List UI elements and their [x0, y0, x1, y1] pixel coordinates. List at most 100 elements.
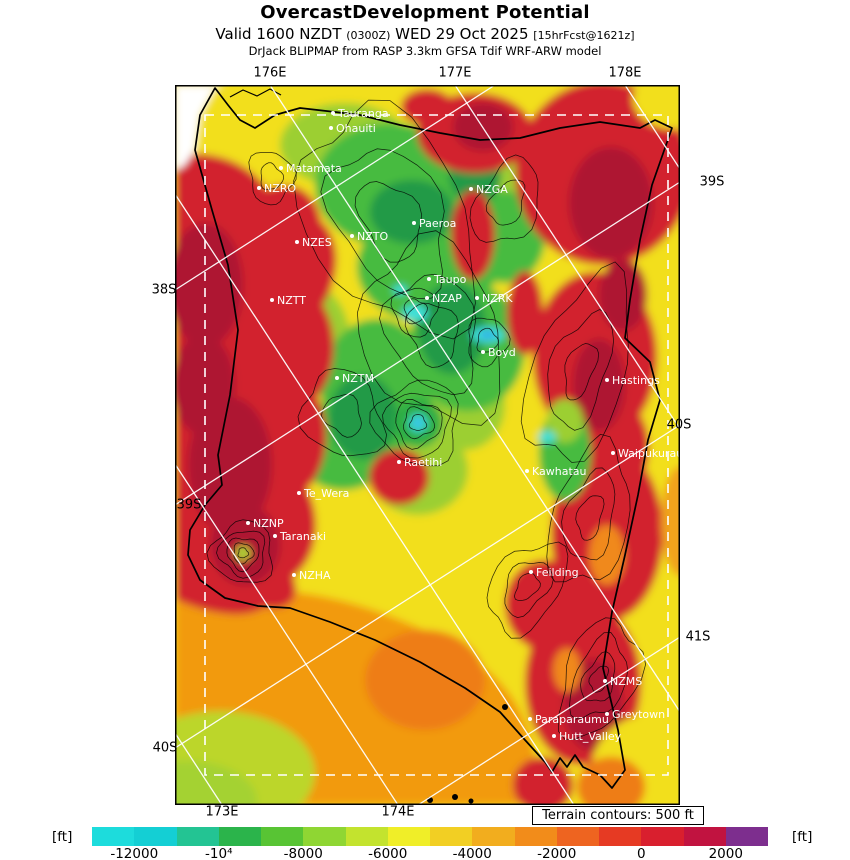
- station-label: NZNP: [253, 517, 284, 530]
- colorbar-segment: [387, 827, 430, 846]
- station-dot: [605, 378, 609, 382]
- terrain-contours: [206, 99, 646, 740]
- terrain-contour: [504, 562, 554, 618]
- terrain-contour: [297, 368, 387, 457]
- legend: [ft] -12000 -10⁴ -8000 -6000 -4000 -2000 0 2000…: [0, 827, 850, 860]
- station-dot: [552, 734, 556, 738]
- station-label: Greytown: [612, 708, 665, 721]
- valid-zulu-time: (0300Z): [346, 28, 391, 42]
- station-dot: [611, 451, 615, 455]
- valid-prefix: Valid 1600 NZDT: [215, 24, 347, 43]
- station-label: NZAP: [432, 292, 462, 305]
- station-label: NZHA: [299, 569, 331, 582]
- island: [468, 798, 474, 804]
- forecast-hour: [15hrFcst@1621z]: [533, 28, 635, 42]
- graticule-label-bottom: 174E: [381, 804, 415, 820]
- station-dot: [329, 126, 333, 130]
- terrain-contour: [354, 181, 423, 263]
- valid-date: WED 29 Oct 2025: [390, 24, 534, 43]
- station-label: Hutt_Valley: [559, 730, 622, 743]
- station-label: Boyd: [488, 346, 516, 359]
- colorbar-tick-label: -6000: [368, 846, 408, 860]
- station-label: Taupo: [433, 273, 467, 286]
- colorbar-tick-label: 0: [636, 846, 646, 860]
- station-label: Tauranga: [337, 107, 389, 120]
- colorbar-tick-label: 2000: [708, 846, 743, 860]
- legend-unit-left: [ft]: [52, 829, 73, 845]
- colorbar-tick-label: -10⁴: [205, 846, 233, 860]
- colorbar-segment: [134, 827, 177, 846]
- station-dot: [529, 570, 533, 574]
- terrain-contour: [237, 547, 250, 559]
- colorbar-segment: [472, 827, 515, 846]
- station-label: NZMS: [610, 675, 642, 688]
- graticule-label-bottom: 173E: [205, 804, 239, 820]
- terrain-contour: [557, 617, 646, 740]
- station-label: Paraparaumu: [535, 713, 609, 726]
- colorbar-segment: [176, 827, 219, 846]
- station-label: Paeroa: [419, 217, 456, 230]
- colorbar-segment: [218, 827, 261, 846]
- terrain-contour: [469, 154, 539, 243]
- station-label: NZTM: [342, 372, 374, 385]
- terrain-contour: [357, 230, 501, 426]
- terrain-contour: [476, 327, 499, 353]
- terrain-contour: [520, 261, 629, 463]
- station-dot: [246, 521, 250, 525]
- colorbar-segment: [92, 827, 135, 846]
- terrain-contour: [402, 406, 436, 440]
- station-dot: [292, 573, 296, 577]
- colorbar-segment: [261, 827, 304, 846]
- station-label: Kawhatau: [532, 465, 587, 478]
- station-dot: [603, 679, 607, 683]
- colorbar-segment: [345, 827, 388, 846]
- station-dot: [397, 460, 401, 464]
- map-panel: Tauranga Ohauiti Matamata NZRO NZGA Paeroa NZT…: [175, 85, 704, 825]
- graticule-label-top: 177E: [438, 65, 472, 81]
- station-dot: [279, 166, 283, 170]
- station-label: NZRK: [482, 292, 513, 305]
- colorbar-segment: [514, 827, 557, 846]
- station-dot: [605, 712, 609, 716]
- station-label: Taranaki: [279, 530, 326, 543]
- colorbar-tick-label: -2000: [537, 846, 577, 860]
- island: [452, 794, 458, 800]
- station-label: Raetihi: [404, 456, 442, 469]
- colorbar-tick-label: -4000: [452, 846, 492, 860]
- terrain-contour: [248, 152, 297, 206]
- graticule-label-left: 38S: [151, 282, 177, 298]
- header: OvercastDevelopment Potential Valid 1600…: [0, 2, 850, 58]
- terrain-contour: [260, 162, 285, 191]
- station-labels: Tauranga Ohauiti Matamata NZRO NZGA Paeroa NZT…: [246, 107, 680, 743]
- terrain-contour: [233, 542, 255, 565]
- graticule-label-right: 39S: [699, 174, 725, 190]
- station-label: Te_Wera: [303, 487, 349, 500]
- station-label: NZGA: [476, 183, 508, 196]
- forecast-map-image: Tauranga Ohauiti Matamata NZRO NZGA Paeroa NZT…: [175, 85, 680, 805]
- graticule-label-top: 178E: [608, 65, 642, 81]
- station-dot: [335, 376, 339, 380]
- map-border: [175, 85, 680, 805]
- colorbar-segment: [430, 827, 473, 846]
- station-dot: [273, 534, 277, 538]
- colorbar: [92, 827, 768, 846]
- station-dot: [257, 186, 261, 190]
- station-label: Waipukurau: [618, 447, 680, 460]
- station-dot: [469, 187, 473, 191]
- station-dot: [331, 111, 335, 115]
- station-label: Ohauiti: [336, 122, 376, 135]
- terrain-contour: [226, 537, 260, 573]
- colorbar-segment: [725, 827, 768, 846]
- graticule-label-left: 40S: [152, 740, 178, 756]
- terrain-contour: [216, 530, 266, 579]
- station-label: Hastings: [612, 374, 660, 387]
- colorbar-segment: [599, 827, 642, 846]
- station-dot: [350, 234, 354, 238]
- island: [502, 704, 508, 710]
- model-line: DrJack BLIPMAP from RASP 3.3km GFSA Tdif…: [248, 43, 602, 58]
- terrain-contour: [575, 495, 605, 541]
- terrain-contour: [468, 317, 511, 368]
- valid-time-line: Valid 1600 NZDT (0300Z) WED 29 Oct 2025 …: [0, 24, 850, 43]
- station-label: NZES: [302, 236, 332, 249]
